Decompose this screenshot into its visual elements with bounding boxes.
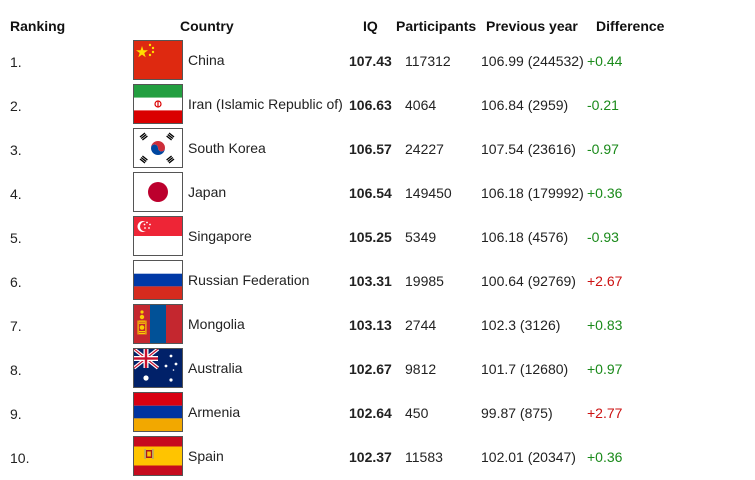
table-row: 10. Spain 102.37 11583 102.01 (20347) +0… — [0, 436, 755, 480]
table-row: 2. Iran (Islamic Republic of) 106.63 406… — [0, 84, 755, 128]
participants-value: 117312 — [405, 53, 451, 69]
participants-value: 149450 — [405, 185, 452, 201]
table-row: 4. Japan 106.54 149450 106.18 (179992) +… — [0, 172, 755, 216]
rank-cell: 2. — [10, 98, 22, 114]
rank-cell: 4. — [10, 186, 22, 202]
difference-value: -0.93 — [587, 229, 619, 245]
header-previous-year: Previous year — [486, 18, 578, 34]
header-difference: Difference — [596, 18, 665, 34]
rank-cell: 8. — [10, 362, 22, 378]
previous-year-value: 106.99 (244532) — [481, 53, 584, 69]
iq-value: 102.37 — [349, 449, 392, 465]
iq-value: 103.31 — [349, 273, 392, 289]
rank-cell: 10. — [10, 450, 30, 466]
iq-value: 105.25 — [349, 229, 392, 245]
difference-value: +0.36 — [587, 185, 623, 201]
rank-cell: 6. — [10, 274, 22, 290]
difference-value: +0.44 — [587, 53, 623, 69]
spain-flag-icon — [133, 436, 183, 476]
previous-year-value: 102.01 (20347) — [481, 449, 576, 465]
difference-value: +0.83 — [587, 317, 623, 333]
header-country: Country — [180, 18, 234, 34]
previous-year-value: 106.84 (2959) — [481, 97, 569, 113]
country-name[interactable]: Singapore — [188, 228, 252, 244]
rank-cell: 5. — [10, 230, 22, 246]
participants-value: 2744 — [405, 317, 437, 333]
country-name[interactable]: Armenia — [188, 404, 241, 420]
previous-year-value: 106.18 (4576) — [481, 229, 569, 245]
previous-year-value: 99.87 (875) — [481, 405, 553, 421]
armenia-flag-icon — [133, 392, 183, 432]
iq-value: 102.64 — [349, 405, 392, 421]
iq-value: 106.63 — [349, 97, 392, 113]
japan-flag-icon — [133, 172, 183, 212]
country-name[interactable]: China — [188, 52, 225, 68]
table-row: 3. South Korea 106.57 24227 107.54 (2361… — [0, 128, 755, 172]
table-row: 6. Russian Federation 103.31 19985 100.6… — [0, 260, 755, 304]
difference-value: +0.36 — [587, 449, 623, 465]
iq-value: 106.57 — [349, 141, 392, 157]
rank-cell: 3. — [10, 142, 22, 158]
header-iq: IQ — [363, 18, 378, 34]
participants-value: 11583 — [405, 449, 443, 465]
table-row: 1. China 107.43 117312 106.99 (244532) +… — [0, 40, 755, 84]
country-name[interactable]: Japan — [188, 184, 227, 200]
participants-value: 9812 — [405, 361, 437, 377]
header-ranking: Ranking — [10, 18, 66, 34]
country-name[interactable]: Australia — [188, 360, 243, 376]
header-participants: Participants — [396, 18, 477, 34]
previous-year-value: 107.54 (23616) — [481, 141, 576, 157]
iran-flag-icon — [133, 84, 183, 124]
iq-value: 107.43 — [349, 53, 392, 69]
previous-year-value: 100.64 (92769) — [481, 273, 576, 289]
china-flag-icon — [133, 40, 183, 80]
table-row: 5. Singapore 105.25 5349 106.18 (4576) -… — [0, 216, 755, 260]
participants-value: 4064 — [405, 97, 437, 113]
participants-value: 19985 — [405, 273, 444, 289]
country-name[interactable]: Mongolia — [188, 316, 245, 332]
rank-cell: 1. — [10, 54, 22, 70]
difference-value: +0.97 — [587, 361, 623, 377]
participants-value: 24227 — [405, 141, 444, 157]
previous-year-value: 101.7 (12680) — [481, 361, 569, 377]
country-name[interactable]: Spain — [188, 448, 224, 464]
table-row: 9. Armenia 102.64 450 99.87 (875) +2.77 — [0, 392, 755, 436]
country-name[interactable]: Russian Federation — [188, 272, 310, 288]
previous-year-value: 102.3 (3126) — [481, 317, 561, 333]
table-row: 7. Mongolia 103.13 2 — [0, 304, 755, 348]
country-name[interactable]: Iran (Islamic Republic of) — [188, 96, 343, 112]
mongolia-flag-icon — [133, 304, 183, 344]
russia-flag-icon — [133, 260, 183, 300]
participants-value: 450 — [405, 405, 429, 421]
country-name[interactable]: South Korea — [188, 140, 266, 156]
south-korea-flag-icon — [133, 128, 183, 168]
rank-cell: 7. — [10, 318, 22, 334]
singapore-flag-icon — [133, 216, 183, 256]
iq-value: 102.67 — [349, 361, 392, 377]
previous-year-value: 106.18 (179992) — [481, 185, 584, 201]
participants-value: 5349 — [405, 229, 437, 245]
iq-value: 106.54 — [349, 185, 392, 201]
rank-cell: 9. — [10, 406, 22, 422]
australia-flag-icon — [133, 348, 183, 388]
table-row: 8. — [0, 348, 755, 392]
difference-value: +2.77 — [587, 405, 623, 421]
difference-value: -0.21 — [587, 97, 619, 113]
iq-value: 103.13 — [349, 317, 392, 333]
difference-value: +2.67 — [587, 273, 623, 289]
difference-value: -0.97 — [587, 141, 619, 157]
